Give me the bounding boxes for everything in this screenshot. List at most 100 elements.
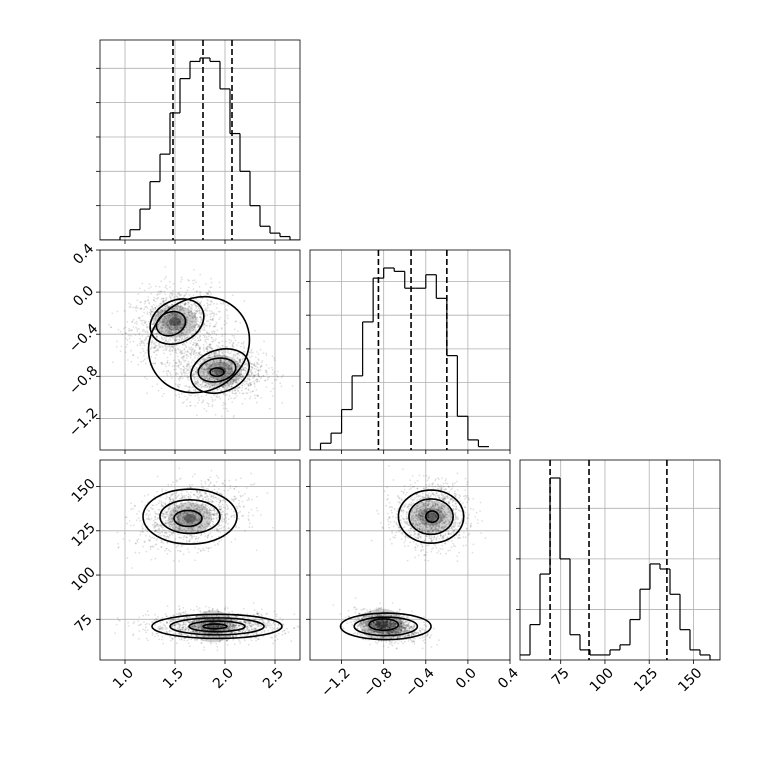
- sample-point: [192, 288, 195, 290]
- sample-point: [167, 549, 170, 551]
- sample-point: [191, 344, 194, 346]
- sample-point: [200, 319, 203, 322]
- sample-point: [166, 331, 169, 334]
- sample-point: [173, 320, 176, 323]
- sample-point: [177, 385, 180, 388]
- sample-point: [255, 401, 258, 404]
- sample-point: [190, 491, 192, 494]
- sample-point: [242, 345, 245, 348]
- sample-point: [161, 324, 163, 326]
- sample-point: [179, 371, 182, 373]
- sample-point: [205, 362, 208, 365]
- sample-point: [141, 339, 143, 342]
- sample-point: [233, 498, 236, 500]
- sample-point: [227, 382, 229, 385]
- sample-point: [211, 499, 213, 502]
- sample-point: [188, 323, 191, 325]
- sample-point: [191, 537, 193, 540]
- sample-point: [160, 303, 163, 305]
- sample-point: [196, 323, 198, 326]
- sample-point: [177, 494, 180, 496]
- sample-point: [256, 366, 259, 369]
- sample-point: [215, 371, 218, 373]
- sample-point: [138, 510, 140, 513]
- sample-point: [215, 321, 218, 324]
- sample-point: [246, 368, 249, 371]
- sample-point: [168, 296, 171, 298]
- sample-point: [248, 522, 251, 525]
- sample-point: [168, 315, 171, 317]
- sample-point: [253, 374, 255, 377]
- sample-point: [199, 273, 202, 276]
- sample-point: [241, 375, 244, 377]
- sample-point: [213, 332, 216, 335]
- sample-point: [153, 346, 156, 349]
- sample-point: [193, 269, 195, 271]
- sample-point: [167, 320, 170, 323]
- sample-point: [203, 336, 206, 339]
- sample-point: [201, 312, 203, 315]
- sample-point: [164, 516, 166, 518]
- sample-point: [175, 331, 178, 333]
- sample-point: [174, 315, 176, 317]
- sample-point: [212, 497, 215, 500]
- sample-point: [204, 376, 207, 378]
- sample-point: [206, 302, 209, 304]
- sample-point: [139, 520, 142, 522]
- sample-point: [266, 373, 268, 376]
- sample-point: [142, 328, 145, 331]
- sample-point: [224, 501, 227, 503]
- sample-point: [151, 536, 154, 539]
- sample-point: [182, 368, 185, 371]
- sample-point: [210, 300, 213, 303]
- sample-point: [266, 612, 268, 615]
- sample-point: [237, 341, 240, 344]
- sample-point: [209, 315, 212, 318]
- sample-point: [130, 524, 132, 527]
- sample-point: [138, 638, 140, 640]
- sample-point: [328, 623, 330, 625]
- sample-point: [221, 340, 224, 342]
- sample-point: [136, 299, 139, 302]
- sample-point: [191, 315, 194, 318]
- sample-point: [209, 346, 212, 348]
- sample-point: [144, 300, 147, 303]
- sample-point: [206, 504, 209, 507]
- sample-point: [132, 318, 135, 321]
- sample-point: [135, 519, 138, 522]
- sample-point: [151, 327, 153, 329]
- sample-point: [156, 523, 159, 525]
- sample-point: [215, 527, 218, 530]
- sample-point: [200, 300, 203, 303]
- sample-point: [181, 278, 183, 281]
- sample-point: [156, 335, 158, 338]
- sample-point: [225, 308, 228, 311]
- sample-point: [153, 304, 156, 306]
- sample-point: [200, 370, 203, 373]
- sample-point: [234, 354, 237, 357]
- sample-point: [232, 500, 235, 503]
- sample-point: [157, 548, 159, 551]
- sample-point: [195, 352, 198, 354]
- sample-point: [159, 290, 161, 293]
- sample-point: [233, 379, 235, 382]
- sample-point: [172, 289, 174, 292]
- sample-point: [224, 506, 227, 509]
- sample-point: [193, 328, 196, 331]
- sample-point: [168, 317, 170, 319]
- sample-point: [223, 520, 226, 523]
- sample-point: [208, 367, 211, 370]
- sample-point: [188, 362, 190, 365]
- sample-point: [219, 310, 221, 313]
- sample-point: [130, 360, 133, 363]
- sample-point: [228, 339, 231, 341]
- sample-point: [222, 482, 224, 484]
- sample-point: [211, 347, 214, 350]
- sample-point: [166, 321, 169, 324]
- sample-point: [139, 533, 142, 536]
- sample-point: [184, 333, 187, 336]
- sample-point: [169, 319, 172, 322]
- sample-point: [217, 525, 220, 528]
- sample-point: [172, 337, 174, 340]
- sample-point: [153, 619, 156, 622]
